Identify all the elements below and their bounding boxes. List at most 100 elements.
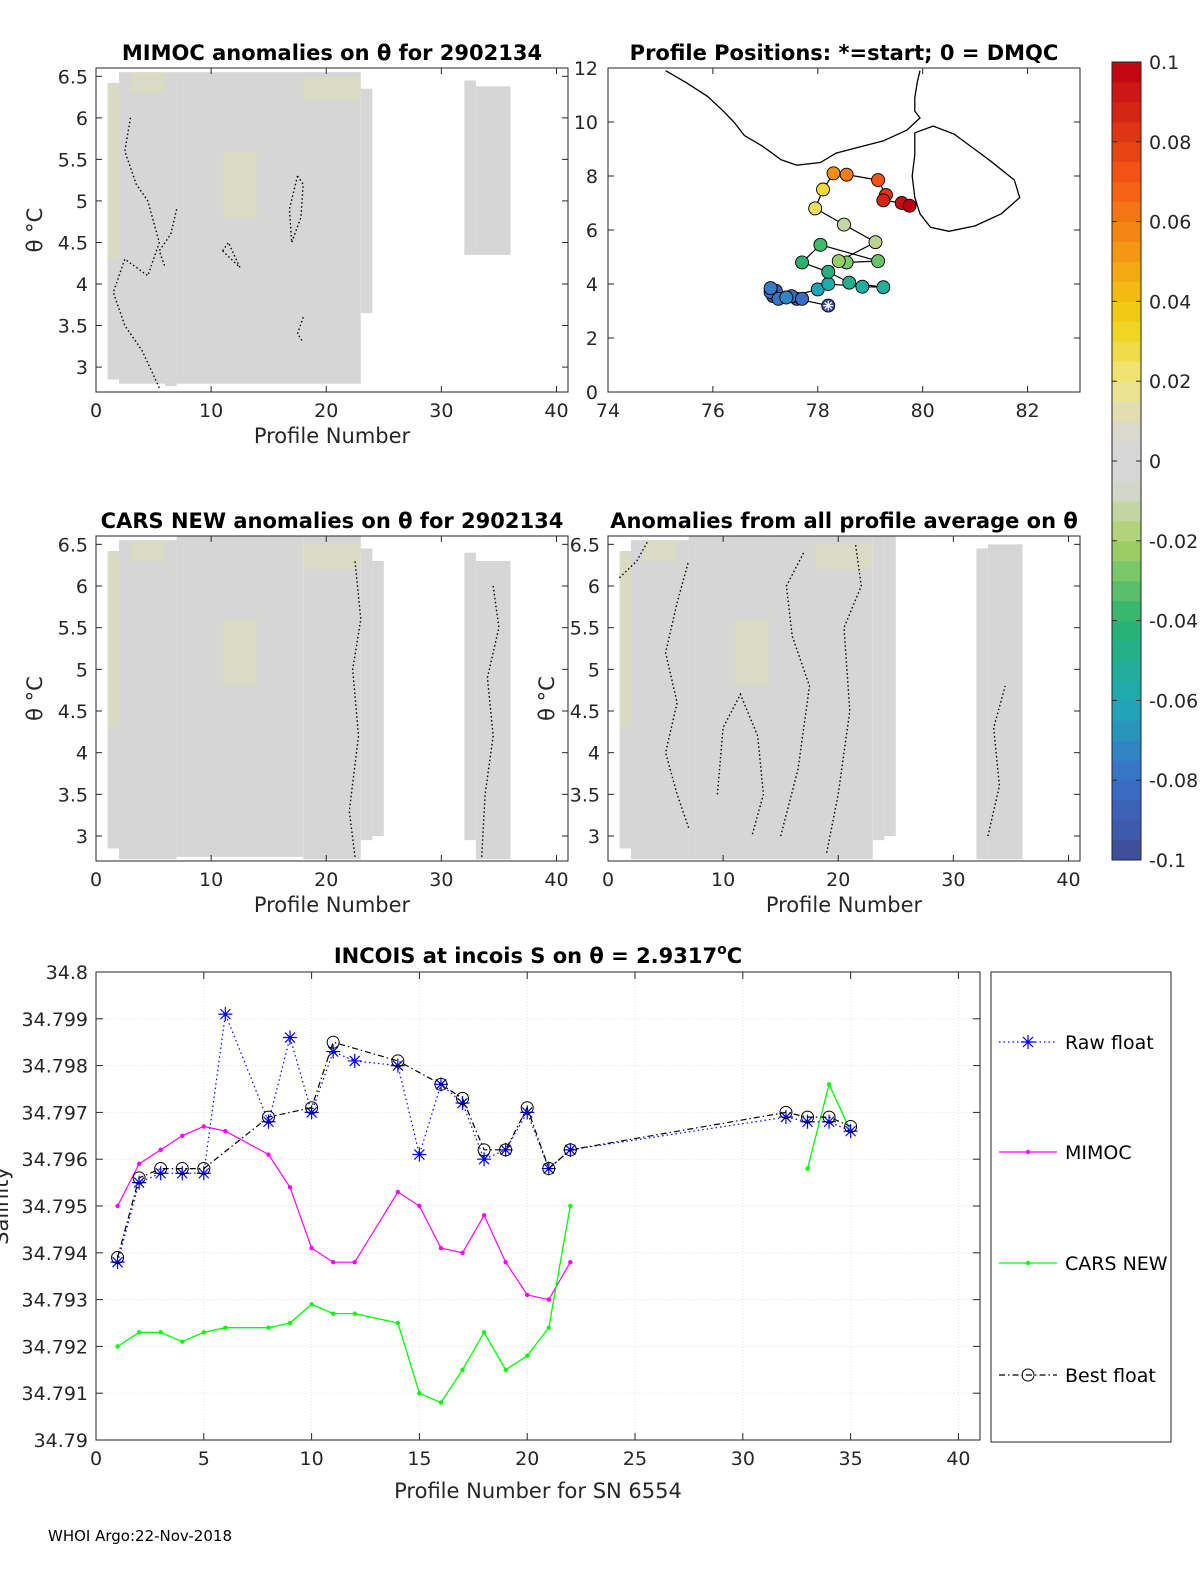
y-tick-label: 6.5	[58, 66, 88, 88]
legend-marker	[1025, 1260, 1031, 1266]
colorbar-tick-label: 0.04	[1149, 291, 1191, 313]
contour-line	[112, 117, 161, 389]
y-tick-label: 6	[76, 576, 88, 598]
y-tick-label: 34.791	[22, 1383, 88, 1405]
cars-new-marker	[417, 1391, 422, 1396]
mimoc-marker	[352, 1259, 357, 1265]
colorbar-step	[1112, 241, 1141, 262]
x-tick-label: 40	[544, 400, 568, 422]
y-tick-label: 4	[76, 743, 88, 765]
legend-label: Best float	[1065, 1365, 1156, 1387]
cars-new-marker	[546, 1325, 551, 1330]
colorbar-tick-label: 0.02	[1149, 371, 1191, 393]
panel-title: CARS NEW anomalies on θ for 2902134	[101, 509, 564, 533]
contour-line	[987, 685, 1006, 837]
colorbar-step	[1112, 81, 1141, 103]
raw-float-marker	[196, 1166, 211, 1181]
heatmap-area	[107, 72, 511, 389]
raw-float-marker	[132, 1175, 147, 1190]
y-tick-label: 34.797	[22, 1102, 88, 1124]
raw-float-marker	[390, 1058, 405, 1073]
anomaly-tint	[222, 619, 258, 686]
y-tick-label: 34.799	[22, 1009, 88, 1031]
colorbar-step	[1112, 421, 1141, 442]
colorbar-tick-label: -0.1	[1149, 850, 1186, 872]
y-tick-label: 0	[586, 382, 598, 404]
legend-label: CARS NEW	[1065, 1253, 1168, 1275]
best-float-marker	[197, 1162, 211, 1176]
heatmap-cell	[119, 540, 177, 860]
x-tick-label: 74	[596, 400, 620, 422]
colorbar-step	[1112, 680, 1141, 701]
contour-line	[664, 560, 690, 828]
profile-position-marker	[816, 182, 830, 197]
colorbar-tick-label: -0.08	[1149, 770, 1198, 792]
cars-new-marker	[223, 1325, 228, 1330]
heatmap-cell	[107, 551, 120, 849]
anomaly-tint	[734, 619, 770, 686]
mimoc-anomaly-panel: 0 10 20 30 40 3 3.5 4 4.5 5 5.5 6 6.5 MIMOC anomalies…	[23, 41, 569, 448]
panel-title: INCOIS at incois S on θ = 2.9317oC	[334, 942, 742, 968]
average-anomaly-panel: 0 10 20 30 40 3 3.5 4 4.5 5 5.5 6 6.5 Anomalies from …	[535, 509, 1081, 917]
cars-new-marker	[158, 1330, 163, 1335]
x-axis-label: Profile Number for SN 6554	[394, 1479, 682, 1503]
mimoc-marker	[417, 1203, 422, 1209]
x-tick-label: 10	[300, 1448, 324, 1470]
colorbar-step	[1112, 201, 1141, 223]
y-tick-label: 6.5	[58, 534, 88, 556]
raw-float-marker	[412, 1147, 427, 1162]
mimoc-marker	[330, 1259, 336, 1265]
y-tick-label: 5.5	[58, 618, 88, 640]
anomaly-tint	[107, 552, 120, 728]
heatmap-cell	[619, 551, 632, 849]
contour-line	[619, 539, 649, 579]
colorbar-step	[1112, 281, 1141, 302]
colorbar-step	[1112, 480, 1141, 502]
best-float-marker	[563, 1143, 577, 1157]
raw-float-marker	[455, 1096, 470, 1111]
cars-new-line	[117, 1205, 571, 1404]
x-tick-label: 10	[711, 869, 735, 891]
map-area	[665, 70, 1021, 313]
best-float-marker	[520, 1101, 534, 1115]
heatmap-cell	[688, 536, 873, 860]
x-tick-label: 25	[623, 1448, 647, 1470]
colorbar-step	[1112, 62, 1141, 83]
cars-new-marker	[287, 1320, 293, 1326]
raw-float-line	[117, 1011, 851, 1263]
cars-new-marker	[525, 1353, 530, 1358]
cars-new-marker	[115, 1344, 120, 1349]
mimoc-marker	[201, 1124, 207, 1129]
mimoc-marker	[481, 1213, 487, 1218]
legend-marker	[1025, 1149, 1031, 1155]
panel-title: Profile Positions: *=start; 0 = DMQC	[630, 41, 1059, 65]
heatmap-cell	[464, 80, 476, 255]
heatmap-cell	[165, 72, 177, 387]
anomaly-tint	[130, 540, 166, 561]
y-axis-label: θ °C	[23, 676, 47, 721]
mimoc-marker	[287, 1185, 293, 1190]
colorbar-step	[1112, 261, 1141, 282]
anomaly-tint	[107, 84, 120, 260]
best-float-marker	[391, 1054, 405, 1068]
raw-float-marker	[153, 1166, 168, 1181]
panel-title-unit: C	[727, 944, 742, 968]
heatmap-cell	[360, 548, 373, 841]
mimoc-marker	[266, 1152, 271, 1157]
x-tick-label: 10	[199, 400, 223, 422]
profile-position-marker	[839, 167, 854, 182]
colorbar-tick-label: -0.02	[1149, 531, 1198, 553]
best-float-marker	[456, 1091, 470, 1105]
cars-new-marker	[438, 1400, 444, 1405]
axes-box	[95, 535, 569, 862]
profile-position-marker	[876, 280, 891, 295]
heatmap-cell	[884, 536, 896, 836]
best-float-marker	[111, 1250, 125, 1264]
mimoc-marker	[136, 1161, 142, 1167]
y-tick-label: 34.796	[22, 1149, 88, 1171]
raw-float-marker	[304, 1105, 319, 1120]
anomaly-tint	[815, 544, 873, 570]
anomaly-tint	[303, 76, 361, 102]
x-tick-label: 40	[1056, 869, 1080, 891]
